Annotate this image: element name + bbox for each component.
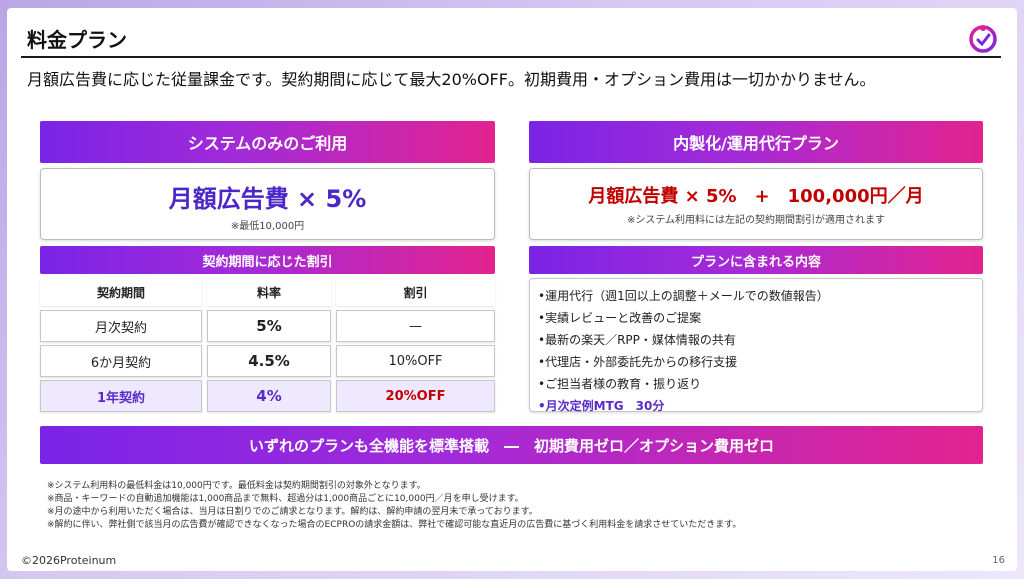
discount-header: 契約期間に応じた割引 [40,246,495,274]
row-1year-rate: 4% [207,380,331,412]
list-item: •最新の楽天／RPP・媒体情報の共有 [538,333,736,347]
row-1year-discount: 20%OFF [336,380,495,412]
row-monthly-period: 月次契約 [40,310,202,342]
proteinum-logo-icon [969,25,997,53]
left-plan-price: 月額広告費 × 5% [168,185,367,213]
list-item: •運用代行（週1回以上の調整＋メールでの数値報告） [538,289,829,303]
left-plan-note: ※最低10,000円 [230,221,305,232]
column-header-rate: 料率 [207,278,331,306]
column-header-discount: 割引 [336,278,495,306]
column-header-period: 契約期間 [40,278,202,306]
row-6month-rate: 4.5% [207,345,331,377]
page-number: 16 [992,555,1005,566]
right-plan-price: 月額広告費 × 5% + 100,000円／月 [588,186,924,207]
right-plan-header: 内製化/運用代行プラン [529,121,983,163]
row-1year-period: 1年契約 [40,380,202,412]
footnotes: ※システム利用料の最低料金は10,000円です。最低料金は契約期間割引の対象外と… [47,480,987,532]
subtitle: 月額広告費に応じた従量課金です。契約期間に応じて最大20%OFF。初期費用・オプ… [27,70,876,89]
copyright: ©2026Proteinum [21,554,117,567]
row-monthly-discount: — [336,310,495,342]
footnote: ※月の途中から利用いただく場合は、当月は日割りでのご請求となります。解約は、解約… [47,507,538,517]
list-item: •ご担当者様の教育・振り返り [538,377,702,391]
includes-list: •運用代行（週1回以上の調整＋メールでの数値報告） •実績レビューと改善のご提案… [529,278,983,413]
list-item: •実績レビューと改善のご提案 [538,311,702,325]
right-plan-price-box: 月額広告費 × 5% + 100,000円／月 ※システム利用料には左記の契約期… [529,168,983,240]
page-title: 料金プラン [27,28,127,52]
title-bar: 料金プラン [21,18,1001,58]
slide: 料金プラン 月額広告費に応じた従量課金です。契約期間に応じて最大20%OFF。初… [7,8,1017,571]
right-plan-note: ※システム利用料には左記の契約期間割引が適用されます [626,215,886,226]
footnote: ※解約に伴い、弊社側で該当月の広告費が確認できなくなった場合のECPROの請求金… [47,520,742,530]
feature-banner: いずれのプランも全機能を標準搭載 ― 初期費用ゼロ／オプション費用ゼロ [40,426,983,464]
left-plan-header: システムのみのご利用 [40,121,495,163]
list-item: •代理店・外部委託先からの移行支援 [538,355,738,369]
includes-header: プランに含まれる内容 [529,246,983,274]
footnote: ※システム利用料の最低料金は10,000円です。最低料金は契約期間割引の対象外と… [47,481,426,491]
left-plan-price-box: 月額広告費 × 5% ※最低10,000円 [40,168,495,240]
row-6month-period: 6か月契約 [40,345,202,377]
row-6month-discount: 10%OFF [336,345,495,377]
row-monthly-rate: 5% [207,310,331,342]
footnote: ※商品・キーワードの自動追加機能は1,000商品まで無料、超過分は1,000商品… [47,494,524,504]
list-item: •月次定例MTG 30分 [538,399,665,413]
